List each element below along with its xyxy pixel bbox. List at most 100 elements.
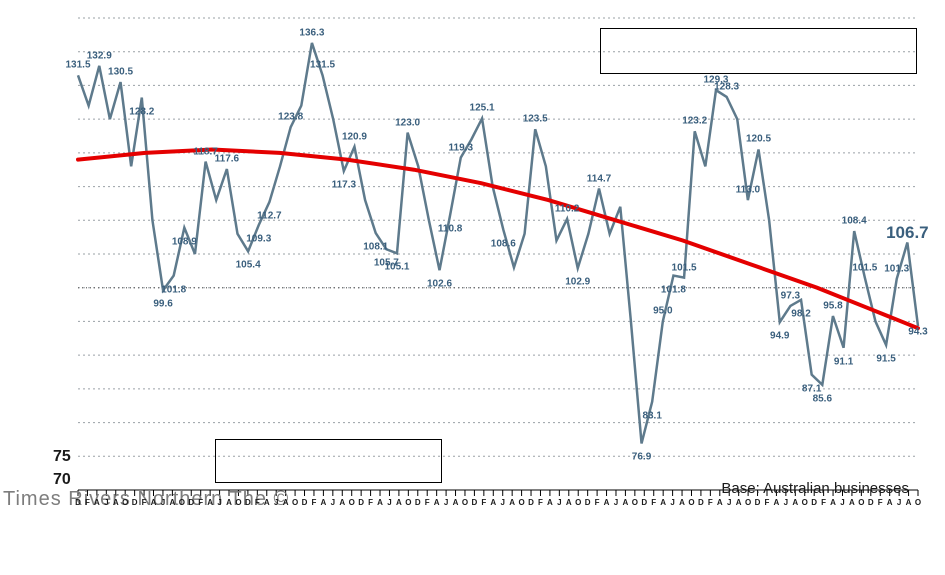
value-label: 131.5 [65, 60, 90, 71]
value-label: 123.2 [682, 116, 707, 127]
x-tick-label: O [462, 498, 468, 507]
x-tick-label: A [547, 498, 553, 507]
x-tick-label: A [906, 498, 912, 507]
value-label: 109.3 [246, 234, 271, 245]
x-tick-label: J [444, 498, 448, 507]
x-tick-label: A [169, 498, 175, 507]
x-tick-label: J [331, 498, 335, 507]
x-tick-label: O [518, 498, 524, 507]
value-label: 105.1 [384, 262, 409, 273]
x-tick-label: D [415, 498, 421, 507]
x-tick-label: A [490, 498, 496, 507]
value-label: 112.7 [257, 211, 281, 222]
value-label: 110.2 [555, 203, 579, 214]
x-tick-label: J [897, 498, 901, 507]
x-tick-label: J [217, 498, 221, 507]
value-label: 97.3 [781, 290, 800, 301]
value-label: 101.8 [661, 284, 686, 295]
x-tick-label: O [632, 498, 638, 507]
x-tick-label: J [727, 498, 731, 507]
value-label: 85.6 [813, 393, 832, 404]
value-label: 114.7 [587, 173, 611, 184]
x-tick-label: A [774, 498, 780, 507]
x-tick-label: J [840, 498, 844, 507]
value-label: 108.1 [363, 242, 388, 253]
value-label: 101.8 [161, 284, 186, 295]
x-tick-label: D [302, 498, 308, 507]
x-tick-label: J [614, 498, 618, 507]
x-tick-label: F [595, 498, 600, 507]
x-tick-label: A [207, 498, 213, 507]
x-tick-label: D [868, 498, 874, 507]
value-label: 128.3 [714, 81, 739, 92]
x-tick-label: F [481, 498, 486, 507]
x-tick-label: D [641, 498, 647, 507]
x-tick-label: A [509, 498, 515, 507]
value-label: 106.7 [886, 223, 929, 243]
x-tick-label: A [736, 498, 742, 507]
x-tick-label: O [745, 498, 751, 507]
legend-box-bottom [215, 439, 442, 483]
x-tick-label: A [377, 498, 383, 507]
value-label: 132.9 [87, 50, 112, 61]
x-tick-label: O [292, 498, 298, 507]
x-tick-label: D [132, 498, 138, 507]
value-label: 94.9 [770, 331, 789, 342]
x-tick-label: D [698, 498, 704, 507]
value-label: 123.5 [523, 114, 548, 125]
value-label: 123.0 [395, 117, 420, 128]
x-tick-label: A [604, 498, 610, 507]
value-label: 98.2 [791, 308, 810, 319]
x-tick-label: F [538, 498, 543, 507]
x-tick-label: F [368, 498, 373, 507]
value-label: 83.1 [642, 410, 661, 421]
x-tick-label: J [670, 498, 674, 507]
value-label: 102.9 [565, 277, 590, 288]
x-tick-label: O [688, 498, 694, 507]
x-tick-label: O [802, 498, 808, 507]
value-label: 119.3 [449, 142, 473, 153]
x-tick-label: A [94, 498, 100, 507]
value-label: 110.8 [438, 223, 462, 234]
x-tick-label: J [557, 498, 561, 507]
value-label: 95.0 [653, 306, 672, 317]
x-tick-label: O [122, 498, 128, 507]
x-tick-label: A [566, 498, 572, 507]
value-label: 128.2 [129, 106, 154, 117]
x-tick-label: D [75, 498, 81, 507]
value-label: 123.8 [278, 112, 303, 123]
x-tick-label: A [717, 498, 723, 507]
value-label: 125.1 [470, 103, 495, 114]
x-tick-label: A [321, 498, 327, 507]
value-label: 130.5 [108, 67, 133, 78]
x-tick-label: F [425, 498, 430, 507]
x-tick-label: D [755, 498, 761, 507]
legend-box-top [600, 28, 917, 74]
x-tick-label: A [679, 498, 685, 507]
value-label: 101.5 [672, 262, 697, 273]
x-tick-label: O [349, 498, 355, 507]
value-label: 94.3 [908, 327, 927, 338]
x-tick-label: D [585, 498, 591, 507]
value-label: 113.0 [736, 185, 760, 196]
x-tick-label: A [264, 498, 270, 507]
x-tick-label: F [85, 498, 90, 507]
x-tick-label: D [188, 498, 194, 507]
x-tick-label: J [104, 498, 108, 507]
x-tick-label: F [651, 498, 656, 507]
value-label: 117.6 [215, 154, 239, 165]
x-tick-label: O [915, 498, 921, 507]
x-tick-label: J [161, 498, 165, 507]
value-label: 131.5 [310, 60, 335, 71]
x-tick-label: D [245, 498, 251, 507]
x-tick-label: F [255, 498, 260, 507]
x-tick-label: A [396, 498, 402, 507]
x-tick-label: F [312, 498, 317, 507]
value-label: 136.3 [299, 27, 324, 38]
x-tick-label: D [358, 498, 364, 507]
x-tick-label: O [235, 498, 241, 507]
x-tick-label: A [623, 498, 629, 507]
value-label: 108.6 [491, 238, 516, 249]
x-tick-label: F [821, 498, 826, 507]
value-label: 120.9 [342, 131, 367, 142]
